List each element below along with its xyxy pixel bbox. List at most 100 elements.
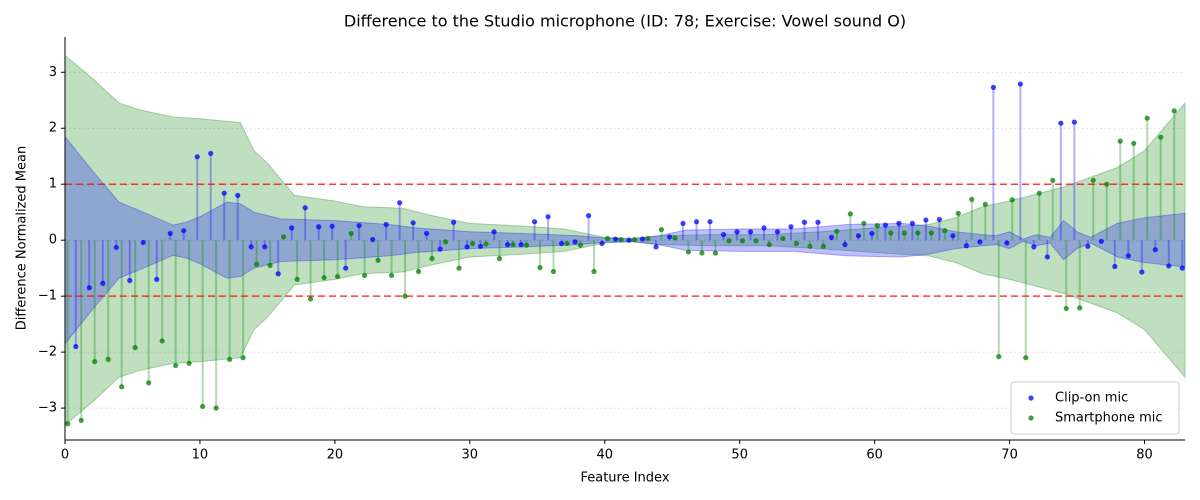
x-tick-label: 60 <box>866 448 883 463</box>
point <box>154 276 160 282</box>
point <box>734 229 740 235</box>
x-tick-label: 30 <box>462 448 479 463</box>
x-tick-label: 0 <box>61 448 69 463</box>
point <box>1058 120 1064 126</box>
point <box>1004 240 1010 246</box>
point <box>361 272 368 279</box>
point <box>990 84 996 90</box>
point <box>181 228 187 234</box>
point <box>599 240 605 247</box>
point <box>370 237 376 243</box>
x-tick-label: 40 <box>596 448 613 463</box>
point <box>442 239 449 245</box>
point <box>888 230 894 236</box>
x-tick-label: 50 <box>731 448 748 463</box>
point <box>491 229 497 235</box>
legend-box <box>1010 381 1180 435</box>
point <box>753 238 759 244</box>
y-tick-label: −3 <box>38 401 57 416</box>
point <box>73 343 79 350</box>
point <box>807 243 813 249</box>
point <box>874 223 880 229</box>
point <box>626 237 632 243</box>
point <box>963 243 969 249</box>
point <box>186 360 192 366</box>
point <box>294 276 300 282</box>
point <box>78 417 84 424</box>
point <box>1144 115 1150 121</box>
point <box>173 362 179 369</box>
point <box>510 242 516 248</box>
point <box>167 230 173 237</box>
point <box>375 257 381 263</box>
point <box>321 275 327 281</box>
point <box>194 154 200 160</box>
point <box>281 234 287 240</box>
legend-label: Smartphone mic <box>1055 411 1163 426</box>
point <box>815 219 821 225</box>
point <box>132 345 138 351</box>
point <box>720 231 727 238</box>
point <box>942 228 948 234</box>
point <box>685 249 692 255</box>
point <box>631 237 638 243</box>
x-axis-label: Feature Index <box>580 471 669 486</box>
std-band <box>64 135 1186 346</box>
point <box>65 421 71 427</box>
point <box>855 233 862 239</box>
point <box>680 220 686 226</box>
point <box>227 356 233 362</box>
point <box>262 244 268 250</box>
point <box>1031 244 1037 250</box>
point <box>869 230 875 237</box>
point <box>1063 305 1069 312</box>
point <box>1104 181 1110 187</box>
point <box>248 244 254 250</box>
point <box>1139 269 1145 275</box>
point <box>496 256 503 262</box>
point <box>397 200 403 206</box>
point <box>146 380 152 386</box>
point <box>950 233 956 239</box>
point <box>1050 177 1056 183</box>
point <box>1090 177 1096 183</box>
point <box>113 244 119 251</box>
point <box>774 229 781 235</box>
point <box>410 220 416 226</box>
point <box>828 234 835 240</box>
point <box>585 212 592 219</box>
point <box>100 280 106 286</box>
point <box>92 359 98 365</box>
y-axis-label: Difference Normalized Mean <box>15 146 30 330</box>
point <box>1166 263 1172 269</box>
point <box>1098 238 1104 244</box>
point <box>699 250 705 256</box>
point <box>302 205 308 211</box>
point <box>909 220 916 226</box>
point <box>402 293 408 299</box>
point <box>208 150 214 157</box>
point <box>1171 108 1177 114</box>
point <box>707 219 713 225</box>
point <box>977 239 983 245</box>
point <box>240 355 246 361</box>
x-tick-label: 80 <box>1136 448 1153 463</box>
point <box>550 268 557 275</box>
point <box>1071 119 1077 125</box>
point <box>343 265 349 271</box>
point <box>213 405 219 411</box>
point <box>235 192 241 199</box>
point <box>842 242 848 248</box>
std-band <box>64 54 1186 426</box>
y-tick-label: −2 <box>38 345 57 360</box>
point <box>86 285 92 291</box>
point <box>119 384 125 390</box>
point <box>996 354 1002 360</box>
point <box>577 242 584 248</box>
point <box>537 265 543 271</box>
point <box>1036 190 1042 196</box>
y-tick-label: −1 <box>38 289 57 304</box>
point <box>896 220 902 226</box>
point <box>936 216 943 223</box>
